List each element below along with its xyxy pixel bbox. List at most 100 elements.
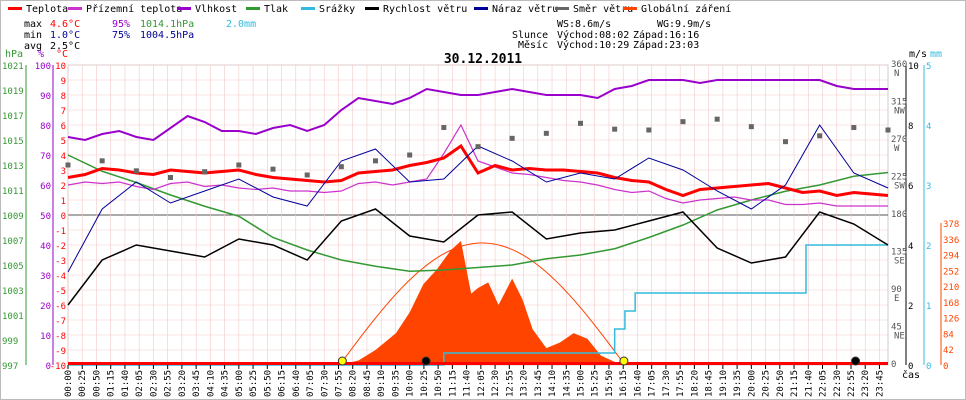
radiation-clear-sky-curve <box>339 242 624 366</box>
x-tick-label: 07:05 <box>306 370 316 397</box>
stat-max-hum: 95% <box>112 19 130 30</box>
temperature-tick-label: -8 <box>55 332 66 342</box>
direction-tick-label: 135 <box>891 248 907 258</box>
wind-direction-point <box>236 162 242 168</box>
x-tick-label: 11:15 <box>448 370 458 397</box>
x-tick-label: 21:15 <box>790 370 800 397</box>
wind-direction-point <box>885 127 891 133</box>
humidity-tick-label: 20 <box>40 302 51 312</box>
moon-label: Měsíc <box>518 39 548 51</box>
x-tick-label: 00:00 <box>64 370 74 397</box>
x-tick-label: 00:50 <box>92 370 102 397</box>
temperature-tick-label: 9 <box>61 77 66 87</box>
x-tick-label: 14:35 <box>562 370 572 397</box>
pressure-tick-label: 1017 <box>2 112 24 122</box>
x-tick-label: 08:45 <box>363 370 373 397</box>
direction-tick-label: 45 <box>891 323 902 333</box>
wind-direction-point <box>817 133 823 139</box>
sun-rise-text: Východ:08:02 <box>557 29 629 41</box>
legend-swatch <box>365 7 379 10</box>
stat-max-temp: 4.6°C <box>50 19 80 30</box>
temperature-tick-label: 7 <box>61 107 66 117</box>
x-tick-label: 19:10 <box>719 370 729 397</box>
pressure-tick-label: 1009 <box>2 212 24 222</box>
wind-direction-point <box>133 168 139 174</box>
humidity-tick-label: 40 <box>40 242 51 252</box>
legend-label: Tlak <box>264 4 288 15</box>
legend-label: Přízemní teplota <box>86 3 182 15</box>
humidity-tick-label: 50 <box>40 212 51 222</box>
moon-set-text: Západ:23:03 <box>633 39 699 51</box>
temperature-tick-label: -2 <box>55 242 66 252</box>
stat-min-label: min <box>24 30 42 41</box>
x-tick-label: 03:45 <box>192 370 202 397</box>
sunset-marker <box>619 356 629 366</box>
wind-wg-text: WG:9.9m/s <box>657 19 711 30</box>
pressure-tick-label: 1003 <box>2 287 24 297</box>
x-tick-label: 15:50 <box>605 370 615 397</box>
wind-tick-label: 4 <box>908 242 913 252</box>
temperature-tick-label: 4 <box>61 152 66 162</box>
x-tick-label: 14:10 <box>548 370 558 397</box>
x-tick-label: 09:35 <box>391 370 401 397</box>
stat-avg-label: avg <box>24 41 42 52</box>
wind-direction-point <box>680 119 686 125</box>
moonrise-marker <box>421 356 431 366</box>
radiation-tick-label: 84 <box>943 330 954 340</box>
x-tick-label: 06:15 <box>278 370 288 397</box>
wind-ws-text: WS:8.6m/s <box>557 19 611 30</box>
stat-max-press: 1014.1hPa <box>140 19 194 30</box>
x-tick-label: 02:55 <box>164 370 174 397</box>
legend-swatch <box>623 7 637 10</box>
x-tick-label: 01:40 <box>121 370 131 397</box>
pressure-tick-label: 1007 <box>2 237 24 247</box>
radiation-tick-label: 42 <box>943 346 954 356</box>
series <box>65 79 891 366</box>
radiation-tick-label: 168 <box>943 299 959 309</box>
direction-name-label: E <box>894 294 899 304</box>
wind-tick-label: 0 <box>908 362 913 372</box>
pressure-tick-label: 1013 <box>2 162 24 172</box>
wind-direction-point <box>748 124 754 130</box>
temperature-tick-label: -4 <box>55 272 66 282</box>
x-tick-label: 07:55 <box>334 370 344 397</box>
wind-direction-point <box>509 135 515 141</box>
x-tick-label: 06:40 <box>292 370 302 397</box>
pressure-tick-label: 1005 <box>2 262 24 272</box>
radiation-tick-label: 252 <box>943 267 959 277</box>
temperature-tick-label: 6 <box>61 122 66 132</box>
info-block: WS:8.6m/s WG:9.9m/s Slunce Východ:08:02 … <box>512 19 711 51</box>
x-tick-label: 10:50 <box>434 370 444 397</box>
wind-tick-label: 8 <box>908 122 913 132</box>
humidity-tick-label: 80 <box>40 122 51 132</box>
x-tick-label: 19:35 <box>733 370 743 397</box>
pressure-tick-label: 1019 <box>2 87 24 97</box>
rain-tick-label: 4 <box>926 122 931 132</box>
series-rain-line <box>68 244 888 366</box>
direction-tick-label: 225 <box>891 173 907 183</box>
x-tick-label: 00:25 <box>78 370 88 397</box>
x-tick-label: 02:05 <box>135 370 145 397</box>
stat-min-temp: 1.0°C <box>50 30 80 41</box>
stat-avg-temp: 2.5°C <box>50 41 80 52</box>
moonset-marker <box>851 356 861 366</box>
rain-tick-label: 2 <box>926 242 931 252</box>
wind-tick-label: 10 <box>908 62 919 72</box>
pressure-tick-label: 1021 <box>2 62 24 72</box>
legend-swatch <box>68 7 82 10</box>
legend-swatch <box>301 7 315 10</box>
x-tick-label: 08:20 <box>349 370 359 397</box>
legend-swatch <box>474 7 488 10</box>
temperature-tick-label: -7 <box>55 317 66 327</box>
legend-swatch <box>246 7 260 10</box>
sunrise-marker <box>337 356 347 366</box>
humidity-tick-label: 90 <box>40 92 51 102</box>
direction-name-label: SW <box>894 182 905 192</box>
wind-direction-point <box>475 144 481 150</box>
temperature-tick-label: -6 <box>55 302 66 312</box>
pressure-tick-label: 997 <box>2 362 18 372</box>
direction-name-label: W <box>894 144 900 154</box>
humidity-tick-label: 100 <box>35 62 51 72</box>
series-radiation-area <box>68 241 888 365</box>
